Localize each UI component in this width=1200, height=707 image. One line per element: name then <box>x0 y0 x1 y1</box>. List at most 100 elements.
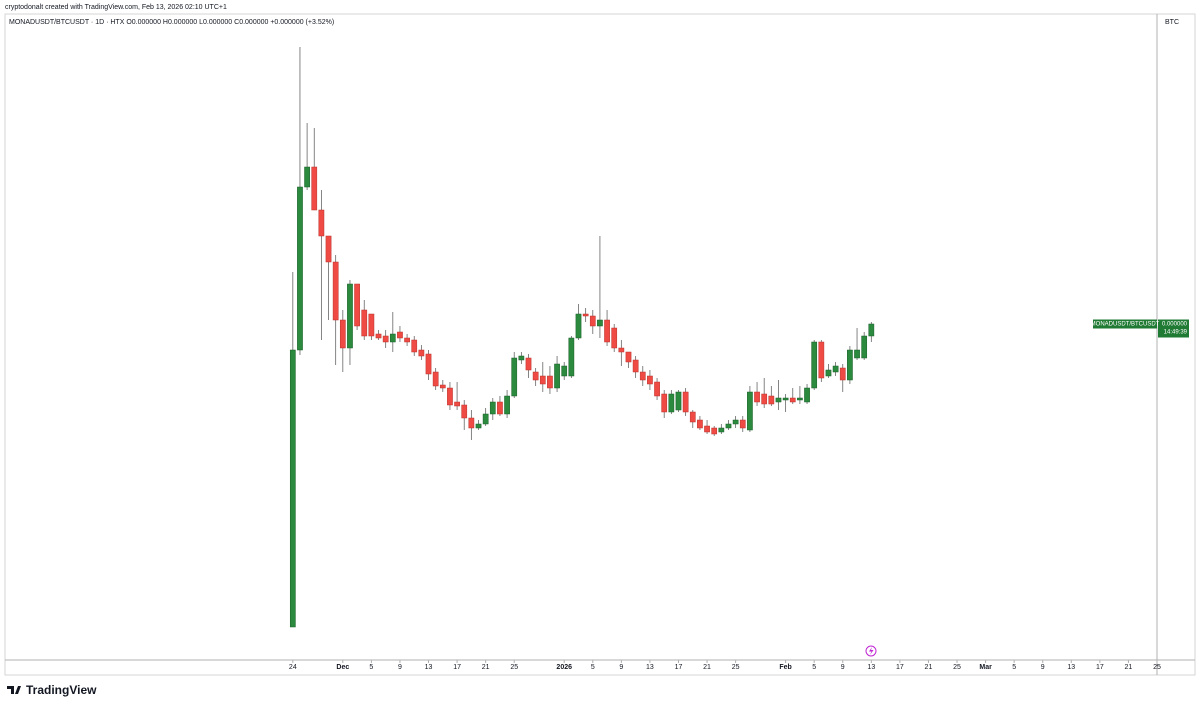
x-tick-label: 25 <box>1153 664 1161 671</box>
candle-body <box>818 341 825 379</box>
candle-body <box>304 166 310 188</box>
symbol-legend: MONADUSDT/BTCUSDT · 1D · HTX O0.000000 H… <box>9 19 334 26</box>
x-tick-label: 25 <box>732 664 740 671</box>
candle-body <box>425 353 432 375</box>
x-tick-label: 17 <box>896 664 904 671</box>
candle-body <box>661 393 668 413</box>
x-tick-label: 24 <box>289 664 297 671</box>
credit: cryptodonalt created with TradingView.co… <box>5 4 227 11</box>
x-tick-label: 17 <box>1096 664 1104 671</box>
candle-body <box>404 337 410 343</box>
x-tick-label: 5 <box>369 664 373 671</box>
x-tick-label: 9 <box>1041 664 1045 671</box>
candle-body <box>789 397 796 403</box>
candle-body <box>461 404 468 419</box>
candle-body <box>575 313 582 339</box>
candle-body <box>804 387 810 403</box>
candle-body <box>768 395 775 405</box>
x-tick-label: 13 <box>425 664 433 671</box>
candle-body <box>854 349 860 359</box>
candle-body <box>347 283 353 349</box>
candle-body <box>668 393 675 413</box>
x-tick-label: 21 <box>925 664 933 671</box>
candle-body <box>447 387 453 406</box>
candle-body <box>547 375 553 389</box>
plot: 24 Dec 5 9 13 17 21 25 2026 5 9 13 17 21 25 Feb 5 9 13 17 21… <box>289 47 1161 671</box>
candle-body <box>625 351 632 363</box>
event-icon[interactable] <box>865 645 877 657</box>
candle-body <box>368 313 375 337</box>
x-tick-label: 21 <box>482 664 490 671</box>
candle-body <box>639 371 646 381</box>
axis-unit: BTC <box>1165 19 1179 26</box>
event-bolt <box>869 647 874 655</box>
x-tick-label: 9 <box>619 664 623 671</box>
candle-body <box>739 419 746 429</box>
candle-body <box>561 365 568 377</box>
price-label-countdown: 14:49:39 <box>1164 330 1188 336</box>
logo-text: TradingView <box>26 683 97 697</box>
candle-body <box>589 315 596 327</box>
candle-body <box>647 375 653 385</box>
candle-body <box>411 339 418 353</box>
candle-body <box>382 335 389 343</box>
candle-body <box>761 393 768 405</box>
candle-body <box>468 417 475 429</box>
candle-body <box>397 331 403 339</box>
x-tick-label: 9 <box>841 664 845 671</box>
candle-body <box>632 359 639 373</box>
candle-body <box>725 423 732 429</box>
candle-body <box>375 333 382 339</box>
price-label-symbol-box <box>1093 319 1157 329</box>
candle-body <box>389 333 396 343</box>
candle-body <box>318 209 325 237</box>
candle-body <box>439 384 446 389</box>
candle-body <box>718 427 725 433</box>
price-label-price: 0.000000 <box>1162 322 1188 328</box>
candle-body <box>432 371 439 387</box>
candle-body <box>825 369 832 377</box>
x-tick-label: 13 <box>1067 664 1075 671</box>
x-tick-label: Dec <box>336 664 349 671</box>
candle-body <box>754 391 760 403</box>
candle-body <box>861 335 868 359</box>
candle-body <box>868 323 875 337</box>
candle-body <box>539 375 546 385</box>
candle-body <box>518 355 525 361</box>
candle-body <box>618 347 625 353</box>
candle-body <box>704 425 710 433</box>
x-tick-label: 5 <box>591 664 595 671</box>
candle-body <box>689 411 696 423</box>
candle-body <box>489 401 496 415</box>
candle-body <box>847 349 853 381</box>
x-tick-label: 25 <box>953 664 961 671</box>
candle-body <box>332 261 339 321</box>
candle-body <box>711 427 718 435</box>
candle-body <box>839 367 846 381</box>
candle-body <box>532 371 539 381</box>
logo[interactable]: TradingView <box>7 683 97 697</box>
candle-body <box>654 381 660 397</box>
x-tick-label: Mar <box>979 664 992 671</box>
candle-body <box>775 397 782 403</box>
x-tick-label: 9 <box>398 664 402 671</box>
candle-body <box>354 283 360 327</box>
candle-body <box>482 413 489 425</box>
candle-body <box>475 423 482 429</box>
candle-body <box>418 349 425 357</box>
candle-body <box>811 341 818 389</box>
logo-mark <box>7 686 21 694</box>
candle-body <box>504 395 510 415</box>
candle-body <box>289 349 296 628</box>
chart-frame <box>4 13 1196 676</box>
x-tick-label: 5 <box>1012 664 1016 671</box>
candle-body <box>604 319 610 343</box>
x-tick-label: 2026 <box>556 664 572 671</box>
price-label: MONADUSDT/BTCUSDT 0.000000 14:49:39 <box>1091 319 1189 338</box>
candle-body <box>361 309 368 337</box>
price-label-symbol: MONADUSDT/BTCUSDT <box>1091 322 1160 328</box>
candle-body <box>339 319 346 349</box>
x-tick-label: 13 <box>646 664 654 671</box>
